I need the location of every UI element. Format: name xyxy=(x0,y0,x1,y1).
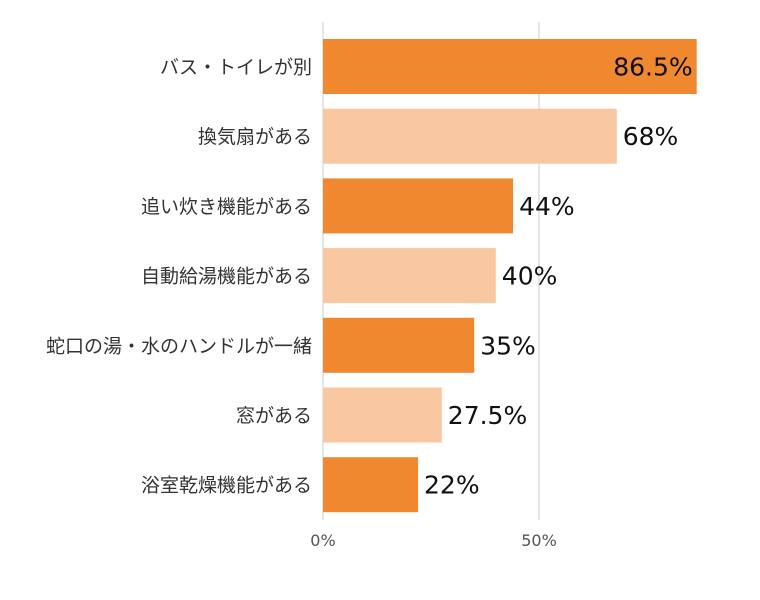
category-label: 蛇口の湯・水のハンドルが一緒 xyxy=(46,335,312,357)
category-label: 窓がある xyxy=(236,405,312,427)
value-label: 44% xyxy=(519,192,575,221)
x-tick-label: 50% xyxy=(521,531,557,550)
value-label: 86.5% xyxy=(613,53,692,82)
value-label: 40% xyxy=(502,262,558,291)
value-label: 68% xyxy=(623,122,679,151)
x-tick-label: 0% xyxy=(310,531,335,550)
category-label: 換気扇がある xyxy=(198,126,312,148)
bar xyxy=(323,178,514,234)
bar xyxy=(323,248,496,304)
bar xyxy=(323,317,475,373)
category-label: 浴室乾燥機能がある xyxy=(141,475,312,497)
bar xyxy=(323,457,419,513)
category-label: バス・トイレが別 xyxy=(160,57,312,79)
bar xyxy=(323,108,617,164)
category-label: 追い炊き機能がある xyxy=(141,196,312,218)
value-label: 35% xyxy=(480,331,536,360)
value-label: 27.5% xyxy=(448,401,527,430)
bar xyxy=(323,387,442,443)
bar xyxy=(323,39,697,94)
value-label: 22% xyxy=(424,471,480,500)
category-label: 自動給湯機能がある xyxy=(141,266,312,288)
